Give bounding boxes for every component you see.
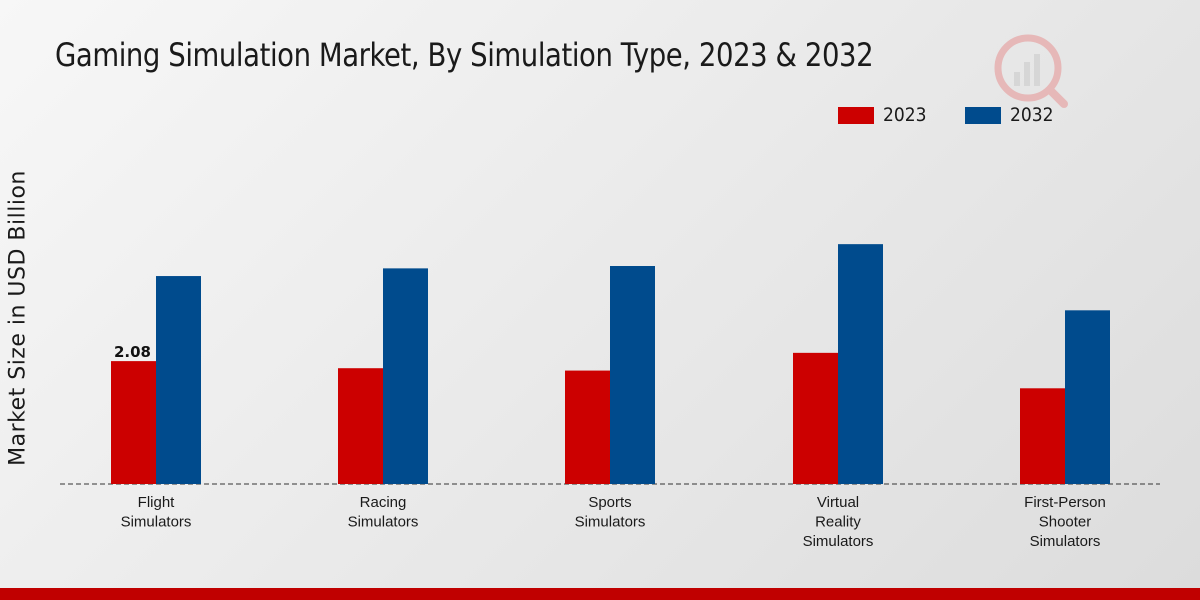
legend-label-2032: 2032 (1010, 104, 1054, 126)
legend-swatch-2032 (965, 106, 1002, 124)
legend: 2023 2032 (838, 104, 1093, 126)
bar-2032-0 (156, 276, 201, 484)
x-tick-label-3-2: Simulators (803, 533, 874, 550)
chart-title: Gaming Simulation Market, By Simulation … (55, 36, 874, 74)
x-tick-label-3-1: Reality (815, 514, 861, 531)
x-tick-label-2-0: Sports (588, 494, 631, 511)
x-tick-label-4-1: Shooter (1039, 514, 1092, 531)
bar-2023-2 (565, 370, 610, 484)
x-tick-label-1-1: Simulators (348, 514, 419, 531)
brand-logo-icon (994, 34, 1068, 108)
bar-2023-0 (111, 361, 156, 484)
legend-swatch-2023 (838, 106, 874, 124)
legend-item-2023: 2023 (838, 104, 931, 126)
bar-2023-1 (338, 368, 383, 484)
bar-2032-2 (610, 266, 655, 484)
x-tick-label-0-1: Simulators (121, 514, 192, 531)
bar-2032-1 (383, 268, 428, 484)
data-label-0: 2.08 (114, 343, 151, 361)
x-tick-label-4-0: First-Person (1024, 494, 1106, 511)
bar-2032-3 (838, 244, 883, 484)
legend-item-2032: 2032 (965, 104, 1058, 126)
footer-bar (0, 588, 1200, 600)
bar-2023-3 (793, 352, 838, 484)
bar-2023-4 (1020, 388, 1065, 484)
x-tick-label-2-1: Simulators (575, 514, 646, 531)
x-tick-label-4-2: Simulators (1030, 533, 1101, 550)
x-tick-label-1-0: Racing (360, 494, 407, 511)
legend-label-2023: 2023 (883, 104, 927, 126)
x-tick-label-3-0: Virtual (817, 494, 859, 511)
x-tick-label-0-0: Flight (138, 494, 176, 511)
bar-2032-4 (1065, 310, 1110, 484)
